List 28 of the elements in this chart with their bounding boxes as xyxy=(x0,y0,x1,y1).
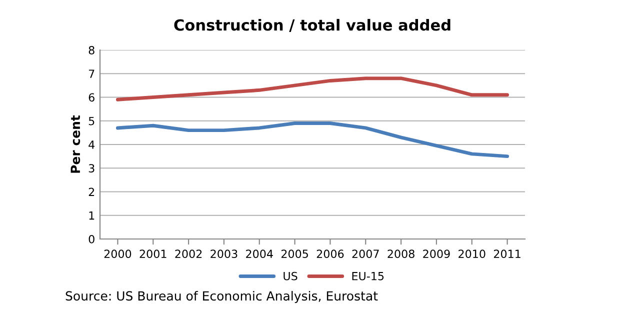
x-tick-label: 2003 xyxy=(210,250,238,258)
x-tick-label: 2005 xyxy=(281,250,308,258)
y-tick-label: 4 xyxy=(88,140,95,149)
x-tick-label: 2004 xyxy=(246,250,273,258)
x-tick-label: 2006 xyxy=(316,250,344,258)
x-tick-label: 2007 xyxy=(352,250,379,258)
y-tick-label: 7 xyxy=(88,70,94,78)
y-tick-label: 1 xyxy=(89,211,94,220)
x-tick-label: 2008 xyxy=(388,250,414,258)
x-tick-label: 2009 xyxy=(423,250,450,258)
y-tick-label: 8 xyxy=(88,46,94,54)
x-tick-label: 2010 xyxy=(458,250,486,258)
source-note: Source: US Bureau of Economic Analysis, Eurostat xyxy=(66,290,378,304)
legend-label: US xyxy=(284,272,298,280)
y-tick-label: 2 xyxy=(88,188,94,196)
line-series xyxy=(116,122,510,158)
x-tick-label: 2011 xyxy=(494,250,520,258)
y-tick-label: 5 xyxy=(88,116,94,126)
y-tick-label: 3 xyxy=(88,164,94,173)
y-axis-title: Per cent xyxy=(70,115,80,173)
x-tick-label: 2001 xyxy=(140,250,166,258)
y-tick-label: 6 xyxy=(88,93,94,102)
legend-label: EU-15 xyxy=(352,272,384,280)
line-series xyxy=(116,76,510,102)
y-tick-label: 0 xyxy=(88,234,94,244)
chart-title: Construction / total value added xyxy=(174,18,450,32)
x-tick-label: 2002 xyxy=(175,250,202,258)
x-tick-label: 2000 xyxy=(104,250,132,258)
